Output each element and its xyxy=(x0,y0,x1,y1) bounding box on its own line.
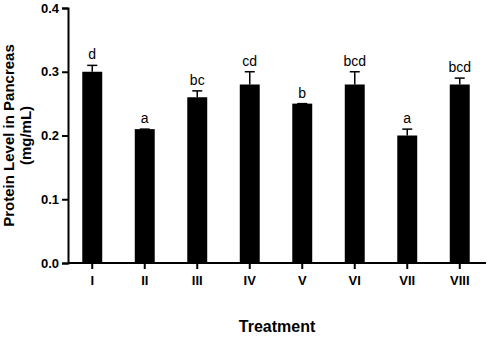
bar xyxy=(187,97,207,263)
y-tick: 0.1 xyxy=(41,192,68,207)
error-cap xyxy=(350,71,360,73)
x-tick-mark xyxy=(301,263,303,269)
x-tick-label: VIII xyxy=(450,273,470,288)
annotations: d a bc cd b bcd a bcd xyxy=(88,46,471,126)
x-tick: IV xyxy=(244,263,257,288)
annotation: bcd xyxy=(343,53,366,69)
error-bar xyxy=(350,72,360,85)
bar xyxy=(135,129,155,263)
error-stem xyxy=(197,91,199,97)
bar xyxy=(450,85,470,264)
y-tick-label: 0.3 xyxy=(41,64,59,79)
chart: dabccdbbcdabcd0.00.10.20.30.4IIIIIIIVVVI… xyxy=(0,0,496,342)
bar xyxy=(397,136,417,264)
x-tick-label: III xyxy=(192,273,203,288)
x-tick-label: V xyxy=(298,273,307,288)
y-tick-mark xyxy=(62,135,68,137)
x-tick: I xyxy=(90,263,94,288)
error-cap xyxy=(402,128,412,130)
error-stem xyxy=(92,65,94,71)
annotation: a xyxy=(141,110,149,126)
y-tick-label: 0.0 xyxy=(41,256,59,271)
x-tick-mark xyxy=(91,263,93,269)
y-tick: 0.4 xyxy=(41,1,68,16)
x-axis: IIIIIIIVVVIVIIVIII xyxy=(68,263,486,288)
x-tick: VII xyxy=(399,263,415,288)
y-tick-mark xyxy=(62,71,68,73)
error-cap xyxy=(455,77,465,79)
error-bar xyxy=(402,129,412,135)
error-cap xyxy=(140,128,150,130)
bar xyxy=(240,85,260,264)
y-axis-title-line: Protein Level in Pancreas xyxy=(0,44,17,227)
bar xyxy=(82,72,102,263)
error-cap xyxy=(297,103,307,105)
error-bar xyxy=(297,103,307,104)
y-tick-label: 0.1 xyxy=(41,192,59,207)
error-bar xyxy=(245,72,255,85)
error-bar xyxy=(140,129,150,130)
y-tick-mark xyxy=(62,199,68,201)
bar xyxy=(292,104,312,263)
x-tick-label: VI xyxy=(349,273,361,288)
x-tick-mark xyxy=(354,263,356,269)
y-tick: 0.0 xyxy=(41,256,68,271)
annotation: cd xyxy=(242,53,257,69)
y-tick-label: 0.4 xyxy=(41,1,60,16)
x-tick: VI xyxy=(349,263,361,288)
error-stem xyxy=(407,129,409,135)
x-tick-mark xyxy=(196,263,198,269)
annotation: d xyxy=(88,46,96,62)
plot-area xyxy=(82,65,469,263)
y-tick: 0.2 xyxy=(41,128,68,143)
error-stem xyxy=(249,72,251,85)
error-bar xyxy=(87,65,97,71)
y-axis-title: Protein Level in Pancreas(mg/mL) xyxy=(0,44,34,227)
annotation: a xyxy=(403,110,411,126)
x-tick: V xyxy=(298,263,307,288)
x-tick-mark xyxy=(249,263,251,269)
y-axis: 0.0 0.1 0.2 0.3 0.4 xyxy=(41,1,69,271)
x-tick-label: VII xyxy=(399,273,415,288)
x-axis-title: Treatment xyxy=(239,318,316,335)
error-stem xyxy=(354,72,356,85)
error-cap xyxy=(192,90,202,92)
error-cap xyxy=(87,65,97,67)
bar xyxy=(345,85,365,264)
y-tick-label: 0.2 xyxy=(41,128,59,143)
x-tick: III xyxy=(192,263,203,288)
error-bar xyxy=(192,91,202,97)
annotation: bc xyxy=(190,72,205,88)
x-tick-label: IV xyxy=(244,273,257,288)
error-cap xyxy=(245,71,255,73)
y-tick-mark xyxy=(62,8,68,10)
x-tick-label: II xyxy=(141,273,148,288)
annotation: b xyxy=(298,85,306,101)
x-axis-line xyxy=(68,262,486,264)
x-tick-mark xyxy=(406,263,408,269)
x-tick-mark xyxy=(144,263,146,269)
x-tick-mark xyxy=(459,263,461,269)
error-bar xyxy=(455,78,465,84)
y-tick-mark xyxy=(62,263,68,265)
annotation: bcd xyxy=(448,59,471,75)
x-tick-label: I xyxy=(90,273,94,288)
y-axis-line xyxy=(62,9,69,264)
x-tick: II xyxy=(141,263,148,288)
error-stem xyxy=(459,78,461,84)
x-tick: VIII xyxy=(450,263,470,288)
y-axis-title-line: (mg/mL) xyxy=(17,106,34,165)
y-tick: 0.3 xyxy=(41,64,68,79)
